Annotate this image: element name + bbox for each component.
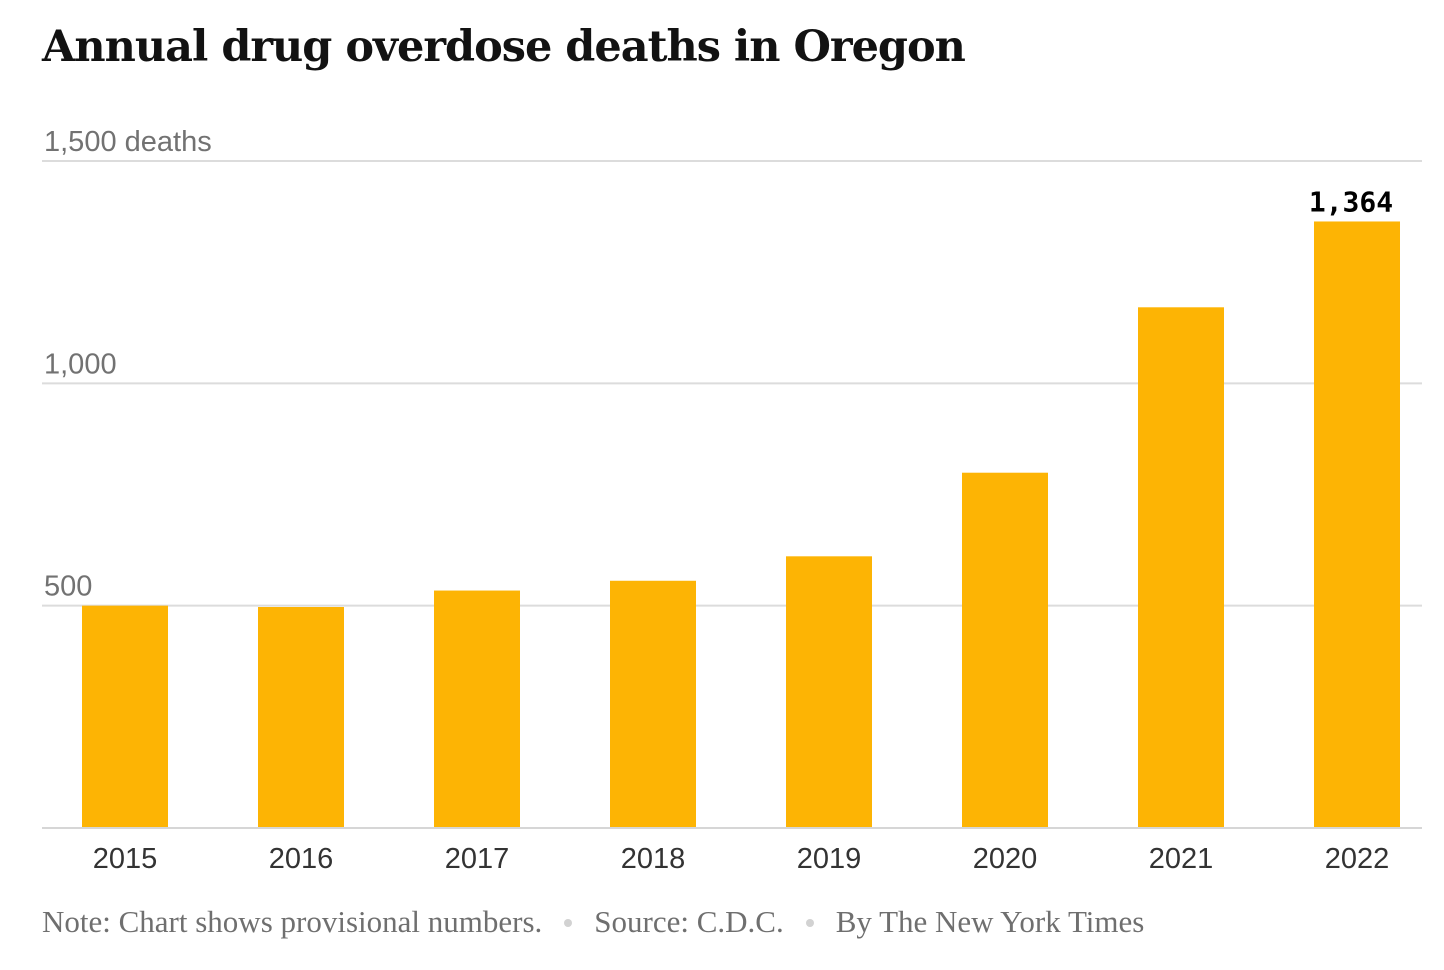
bar-2020 — [962, 472, 1048, 828]
footer-note: Note: Chart shows provisional numbers. — [42, 904, 543, 939]
chart-footer: Note: Chart shows provisional numbers. So… — [42, 904, 1144, 940]
x-tick-label: 2022 — [1325, 843, 1390, 875]
bar-chart: 1,500 deaths 1,000 500 2015 2016 2017 2018 2019… — [42, 126, 1422, 875]
footer-source: Source: C.D.C. — [594, 904, 784, 939]
x-tick-label: 2020 — [973, 843, 1038, 875]
x-tick-label: 2016 — [269, 843, 334, 875]
x-tick-label: 2019 — [797, 843, 862, 875]
separator-dot-icon — [805, 918, 814, 927]
footer-credit: By The New York Times — [835, 904, 1145, 939]
bar-2022 — [1314, 221, 1400, 828]
y-tick-label: 1,000 — [44, 348, 117, 380]
bar-2017 — [434, 590, 520, 828]
x-tick-label: 2021 — [1149, 843, 1214, 875]
y-tick-label: 1,500 deaths — [44, 126, 212, 158]
y-tick-label: 500 — [44, 571, 92, 603]
bar-2015 — [82, 605, 168, 828]
bar-2021 — [1138, 307, 1224, 829]
data-label-2022: 1,364 — [1309, 185, 1393, 218]
separator-dot-icon — [564, 918, 573, 927]
chart-title: Annual drug overdose deaths in Oregon — [42, 22, 966, 72]
x-tick-label: 2017 — [445, 843, 510, 875]
bar-2018 — [610, 580, 696, 828]
bar-2019 — [786, 556, 872, 828]
x-tick-label: 2015 — [93, 843, 158, 875]
bar-2016 — [258, 607, 344, 828]
x-tick-label: 2018 — [621, 843, 686, 875]
